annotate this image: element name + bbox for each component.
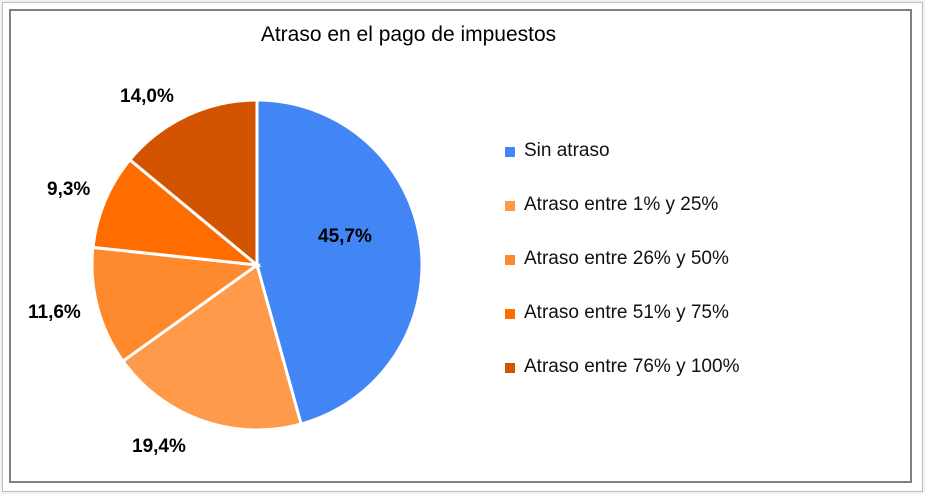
- legend-swatch-icon: [505, 147, 515, 157]
- data-label-51-75: 9,3%: [47, 179, 91, 200]
- pie-slice: [120, 262, 303, 432]
- legend-item-26-50: Atraso entre 26% y 50%: [505, 248, 739, 302]
- pie-slice: [255, 98, 424, 426]
- pie-slice: [90, 245, 262, 364]
- legend-swatch-icon: [505, 363, 515, 373]
- legend-item-76-100: Atraso entre 76% y 100%: [505, 356, 739, 410]
- legend: Sin atraso Atraso entre 1% y 25% Atraso …: [505, 140, 739, 410]
- data-label-26-50: 11,6%: [28, 302, 81, 323]
- pie-slice: [91, 157, 262, 268]
- data-label-76-100: 14,0%: [120, 86, 174, 107]
- legend-item-sin-atraso: Sin atraso: [505, 140, 739, 194]
- legend-item-51-75: Atraso entre 51% y 75%: [505, 302, 739, 356]
- legend-item-1-25: Atraso entre 1% y 25%: [505, 194, 739, 248]
- legend-swatch-icon: [505, 201, 515, 211]
- data-label-1-25: 19,4%: [132, 436, 186, 457]
- legend-swatch-icon: [505, 309, 515, 319]
- pie-slice: [127, 98, 259, 269]
- pie-slices: [90, 98, 424, 432]
- data-label-sin-atraso: 45,7%: [318, 226, 372, 247]
- legend-swatch-icon: [505, 255, 515, 265]
- chart-title: Atraso en el pago de impuestos: [260, 23, 557, 46]
